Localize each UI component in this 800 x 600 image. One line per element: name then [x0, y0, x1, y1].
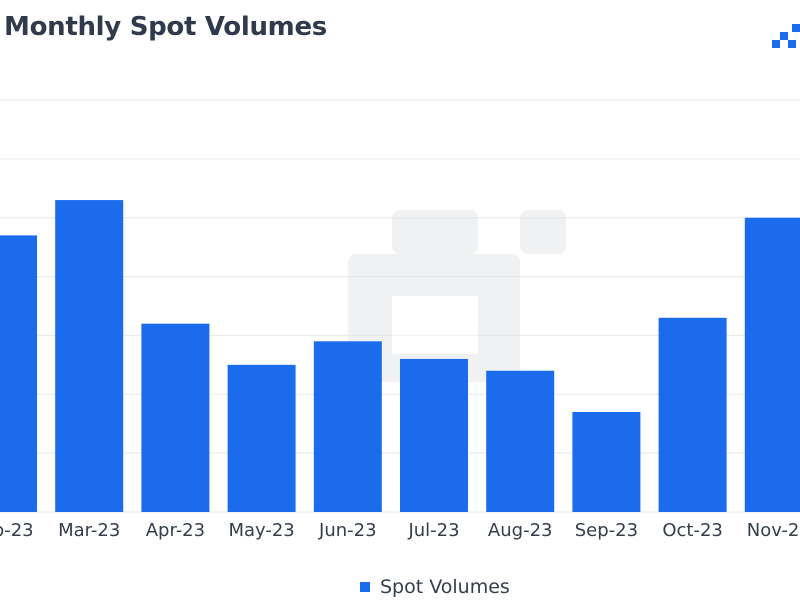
x-tick-label: Aug-23: [488, 520, 553, 541]
x-tick-label: May-23: [228, 520, 294, 541]
x-tick-label: Nov-23: [747, 520, 800, 541]
bar-oct-23: [658, 317, 727, 512]
bar-jun-23: [313, 341, 382, 512]
chart-title: Monthly Spot Volumes: [4, 12, 327, 42]
legend-label: Spot Volumes: [380, 576, 510, 598]
x-tick-label: Mar-23: [58, 520, 120, 541]
chart-legend: Spot Volumes: [360, 574, 510, 600]
brand-logo-icon: [772, 24, 800, 48]
bar-may-23: [227, 364, 296, 512]
bar-jul-23: [400, 358, 468, 512]
bar-mar-23: [55, 200, 124, 513]
bar-feb-23: [0, 235, 37, 512]
x-tick-label: Sep-23: [575, 520, 638, 541]
x-tick-label: Jun-23: [318, 520, 377, 541]
legend-swatch: [360, 582, 370, 592]
watermark-logo: [348, 210, 566, 382]
x-tick-label: Feb-23: [0, 520, 34, 541]
x-tick-label: Apr-23: [146, 520, 205, 541]
bar-sep-23: [572, 411, 641, 512]
bar-aug-23: [486, 370, 555, 512]
x-tick-label: Jul-23: [407, 520, 459, 541]
x-tick-label: Oct-23: [662, 520, 723, 541]
bar-apr-23: [141, 323, 210, 512]
bar-nov-23: [744, 217, 800, 512]
